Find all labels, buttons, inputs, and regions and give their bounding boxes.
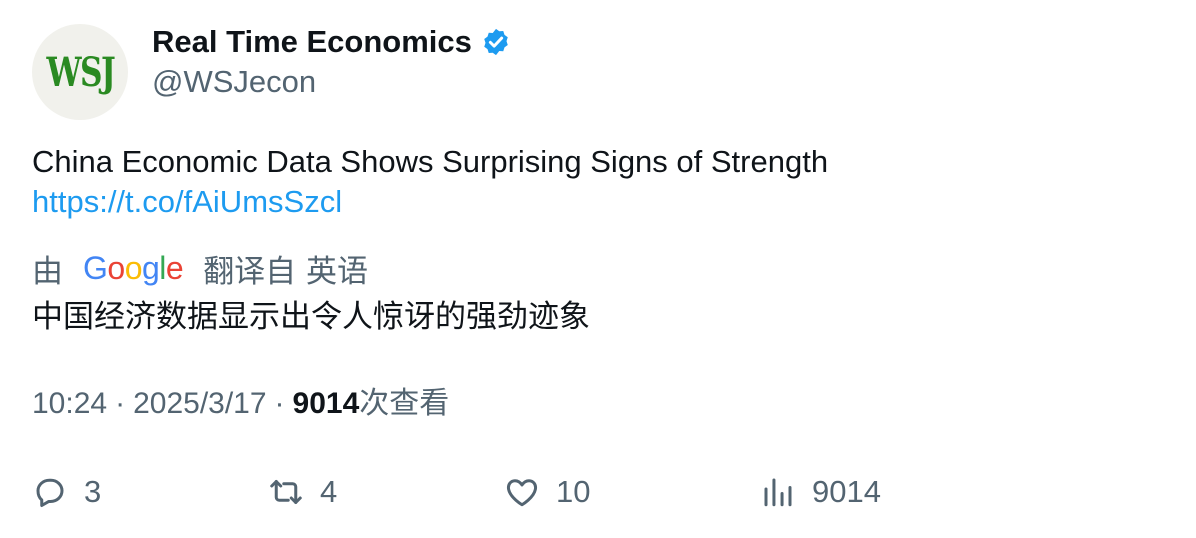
like-count: 10: [556, 474, 591, 509]
tweet-header: WSJ Real Time Economics @WSJecon: [32, 24, 511, 120]
views-label: 次查看: [359, 386, 450, 421]
tweet-meta: 10:24 · 2025/3/17 · 9014 次查看: [32, 384, 449, 424]
reply-count: 3: [84, 474, 102, 509]
views-count: 9014: [292, 387, 360, 420]
translation-source-label[interactable]: 翻译自 英语: [203, 253, 369, 290]
heart-icon: [506, 479, 538, 507]
retweet-icon: [270, 480, 302, 504]
like-button[interactable]: 10: [504, 470, 590, 514]
tweet-body: China Economic Data Shows Surprising Sig…: [32, 142, 828, 222]
meta-separator: ·: [115, 387, 126, 420]
display-name-row: Real Time Economics: [152, 24, 511, 60]
verified-badge-icon: [484, 28, 508, 56]
user-handle[interactable]: @WSJecon: [152, 64, 317, 99]
analytics-icon: [764, 478, 792, 507]
avatar[interactable]: WSJ: [32, 24, 128, 120]
reply-icon: [36, 478, 64, 507]
views-action-count: 9014: [812, 474, 881, 509]
author-names: Real Time Economics @WSJecon: [152, 24, 511, 100]
retweet-button[interactable]: 4: [268, 470, 337, 514]
avatar-logo-text: WSJ: [46, 48, 115, 96]
display-name[interactable]: Real Time Economics: [152, 24, 472, 59]
translated-text: 中国经济数据显示出令人惊讶的强劲迹象: [32, 299, 590, 335]
action-bar: 3 4 10 9014: [32, 470, 1162, 514]
retweet-count: 4: [320, 474, 338, 509]
translation-prefix: 由: [32, 253, 63, 290]
meta-separator: ·: [274, 387, 285, 420]
tweet-link[interactable]: https://t.co/fAiUmsSzcl: [32, 184, 343, 219]
tweet-time[interactable]: 10:24: [32, 387, 108, 420]
tweet-text: China Economic Data Shows Surprising Sig…: [32, 144, 829, 179]
translation-attribution: 由 Google 翻译自 英语: [32, 246, 368, 290]
tweet-date[interactable]: 2025/3/17: [133, 387, 267, 420]
views-button[interactable]: 9014: [760, 470, 881, 514]
reply-button[interactable]: 3: [32, 470, 101, 514]
google-logo[interactable]: Google: [83, 249, 184, 286]
